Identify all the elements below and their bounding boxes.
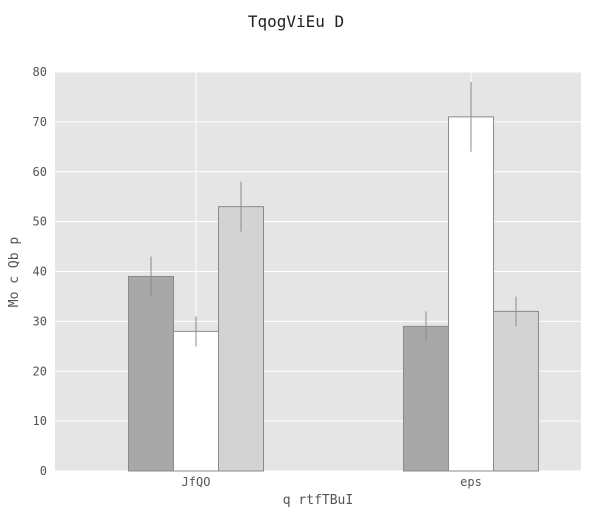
error-layer [150,81,517,347]
y-tick-label: 40 [33,265,47,279]
y-tick-label: 20 [33,364,47,378]
bar-series-3-JfQO [218,206,264,472]
bar-series-2-JfQO [173,330,219,472]
y-tick-label: 80 [33,65,47,79]
y-tick-label: 0 [40,464,47,478]
y-axis-label: Mo c Qb p [7,237,22,308]
x-axis-label: q rtfTBuI [283,493,353,508]
y-tick-label: 70 [33,115,47,129]
chart-title: TqogViEu D [248,12,344,31]
x-tick-label: JfQO [182,475,211,489]
bar-series-1-JfQO [128,275,174,472]
y-tick-label: 60 [33,165,47,179]
y-tick-label: 10 [33,414,47,428]
y-tick-label: 30 [33,314,47,328]
bar-series-3-eps [493,310,539,472]
bar-series-2-eps [448,116,494,472]
bar-series-1-eps [403,325,449,472]
bar-layer [128,116,539,472]
tick-layer: 0 10 20 30 40 50 60 70 80 JfQO eps [33,65,482,489]
y-tick-label: 50 [33,215,47,229]
x-tick-label: eps [460,475,482,489]
